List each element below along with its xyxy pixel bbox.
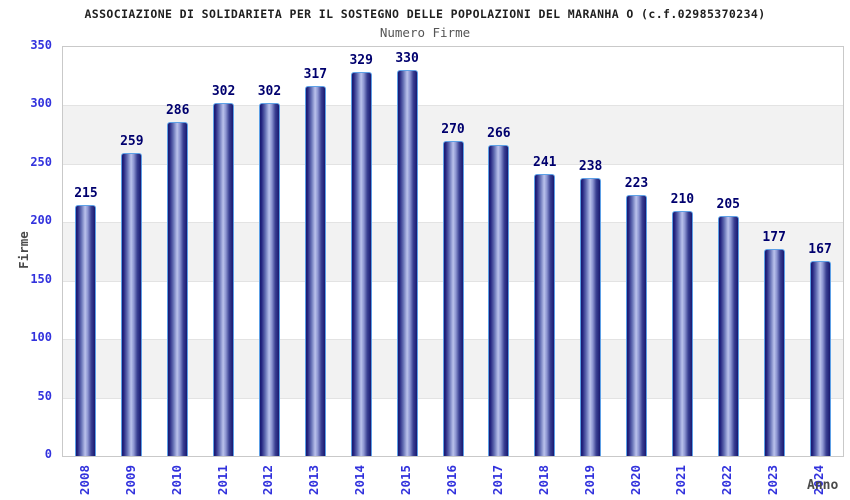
- bar-2008: [75, 204, 97, 456]
- y-tick-label: 50: [37, 388, 52, 403]
- bar-2019: [580, 177, 602, 456]
- bar-2011: [213, 103, 235, 456]
- bar-2021: [671, 210, 693, 456]
- x-tick-label: 2022: [719, 464, 735, 496]
- x-tick-label: 2010: [168, 464, 184, 496]
- y-tick-label: 0: [44, 447, 52, 461]
- x-tick-label: 2018: [535, 464, 551, 496]
- y-tick-label: 300: [30, 96, 52, 111]
- x-tick-label: 2019: [581, 464, 597, 496]
- bar-2016: [442, 140, 464, 456]
- bar-value-label: 238: [578, 158, 603, 174]
- bar-2024: [809, 260, 831, 456]
- y-tick-label: 150: [30, 271, 52, 286]
- bar-2023: [763, 249, 785, 456]
- y-tick-label: 250: [30, 154, 52, 169]
- bar-2014: [350, 71, 372, 456]
- chart-title: ASSOCIAZIONE DI SOLIDARIETA PER IL SOSTE…: [84, 7, 766, 21]
- bar-value-label: 259: [120, 134, 144, 150]
- x-tick-label: 2012: [260, 464, 276, 496]
- bar-value-label: 266: [487, 126, 511, 142]
- x-tick-label: 2008: [76, 464, 92, 496]
- bar-value-label: 302: [257, 84, 282, 100]
- y-axis-title: Firme: [16, 231, 31, 269]
- y-tick-label: 100: [30, 330, 52, 345]
- bar-2015: [396, 70, 418, 456]
- y-tick-label: 350: [30, 38, 52, 52]
- bar-2020: [626, 195, 648, 456]
- x-tick-label: 2020: [627, 464, 643, 496]
- bar-value-label: 286: [165, 102, 190, 118]
- x-tick-label: 2021: [673, 464, 689, 496]
- bar-value-label: 167: [808, 241, 832, 257]
- x-tick-label: 2016: [444, 464, 459, 496]
- bar-2017: [488, 145, 510, 456]
- x-tick-label: 2015: [398, 464, 414, 496]
- bar-value-label: 205: [716, 197, 741, 213]
- x-tick-label: 2009: [122, 464, 138, 496]
- gridline: [63, 105, 843, 107]
- bar-2012: [258, 103, 280, 456]
- bar-2013: [304, 85, 326, 456]
- x-tick-label: 2017: [489, 464, 505, 496]
- plot-area: 215 259 286 302 302 317 329 330 270 266 241 238 223 2…: [62, 46, 844, 457]
- chart-subtitle: Numero Firme: [379, 25, 471, 40]
- bar-value-label: 177: [762, 230, 786, 246]
- bar-2018: [534, 174, 556, 456]
- bar-value-label: 270: [441, 121, 465, 137]
- x-tick-label: 2013: [306, 464, 322, 496]
- bar-value-label: 329: [349, 52, 373, 68]
- bar-value-label: 215: [74, 185, 98, 201]
- x-tick-label: 2014: [352, 464, 368, 496]
- bar-value-label: 330: [395, 51, 419, 67]
- bar-2009: [121, 153, 143, 456]
- x-tick-label: 2023: [765, 464, 781, 496]
- bar-value-label: 317: [303, 66, 328, 82]
- bar-2010: [167, 121, 189, 456]
- x-axis-title: Anno: [807, 478, 839, 493]
- bar-value-label: 241: [533, 155, 557, 171]
- bar-value-label: 223: [624, 176, 649, 192]
- bar-2022: [717, 216, 739, 456]
- y-tick-label: 200: [30, 213, 52, 228]
- x-tick-label: 2011: [214, 464, 230, 496]
- bar-value-label: 210: [670, 191, 695, 207]
- bar-value-label: 302: [211, 84, 236, 100]
